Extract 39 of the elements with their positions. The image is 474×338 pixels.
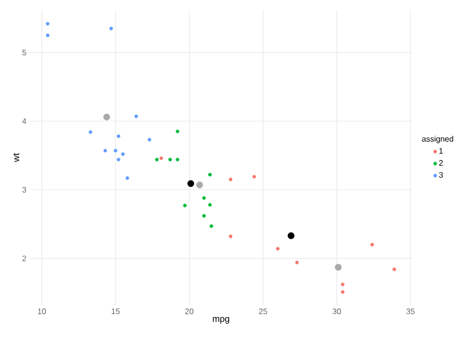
point (340, 282, 344, 286)
point (202, 214, 206, 218)
point (183, 204, 187, 208)
point (88, 130, 92, 134)
point (126, 176, 130, 180)
point (159, 156, 164, 160)
point (228, 234, 232, 238)
point (134, 114, 138, 118)
point (109, 26, 113, 30)
point (252, 174, 256, 178)
point (103, 114, 110, 120)
point (295, 260, 299, 264)
point (208, 172, 212, 176)
point (103, 148, 108, 152)
point (228, 178, 232, 182)
point (114, 148, 118, 152)
point (210, 224, 214, 228)
point (187, 180, 194, 187)
point (176, 158, 180, 162)
point (196, 182, 204, 188)
point (46, 22, 50, 26)
point (116, 158, 120, 162)
point (208, 203, 212, 207)
point (340, 290, 344, 294)
point (116, 134, 120, 138)
point (168, 158, 172, 162)
point (202, 196, 206, 200)
point (392, 268, 396, 272)
point (334, 264, 342, 271)
point (46, 34, 50, 38)
point (288, 232, 294, 240)
y-axis-title: wt (13, 153, 20, 162)
point (370, 242, 374, 246)
point (121, 152, 125, 156)
point (176, 130, 180, 134)
x-axis-title: mpg (212, 317, 230, 324)
point (155, 158, 159, 162)
point (148, 138, 152, 142)
point (276, 246, 280, 251)
